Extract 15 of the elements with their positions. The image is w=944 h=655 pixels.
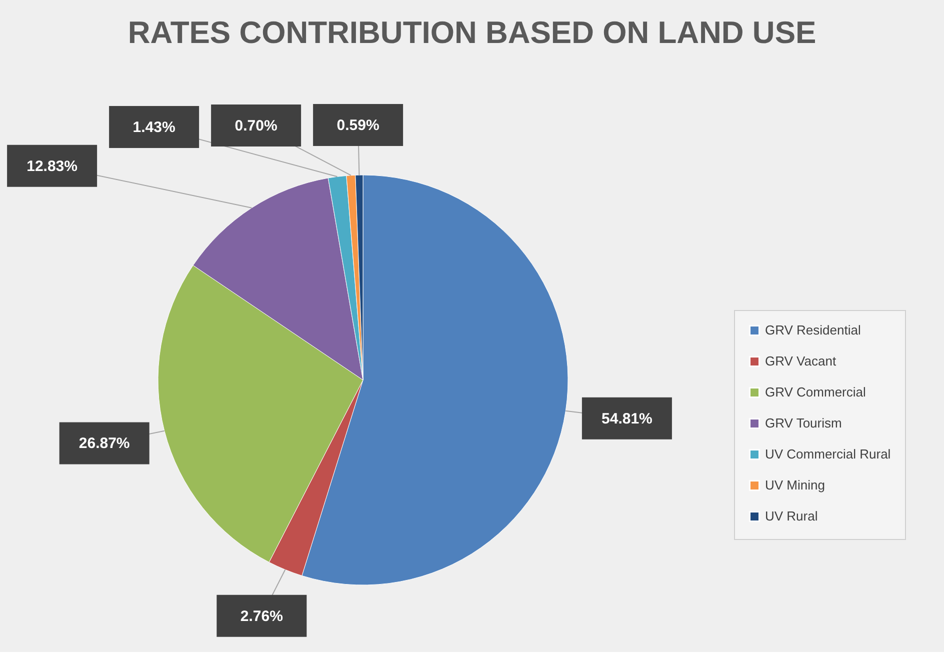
legend-label: UV Commercial Rural [765,446,891,462]
legend-label: GRV Vacant [765,354,836,368]
chart-title: RATES CONTRIBUTION BASED ON LAND USE [128,15,816,50]
data-label: 1.43% [132,119,176,136]
data-label: 54.81% [602,410,652,428]
data-label: 0.59% [336,117,380,134]
legend-label: GRV Residential [765,322,861,338]
data-label: 2.76% [240,608,283,625]
legend-label: GRV Commercial [765,384,866,400]
data-label: 0.70% [234,117,278,134]
legend-label: GRV Tourism [765,416,842,430]
data-label: 12.83% [26,158,78,175]
legend-label: UV Mining [765,478,825,492]
data-label: 26.87% [78,435,130,452]
legend-label: UV Rural [765,508,818,524]
